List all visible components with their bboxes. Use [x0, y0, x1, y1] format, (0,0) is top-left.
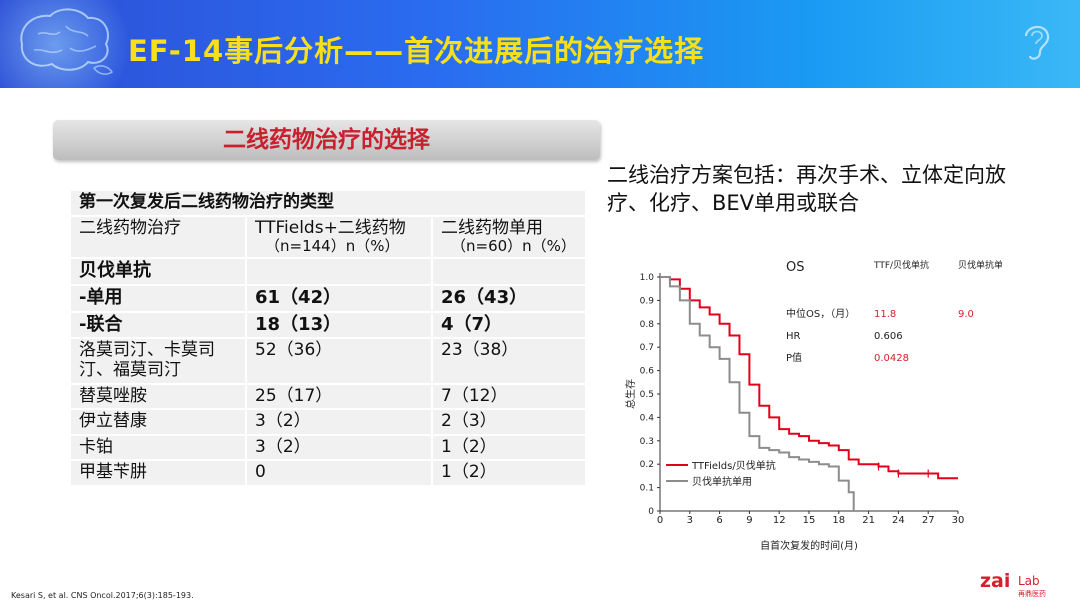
- legend-label: TTFields/贝伐单抗: [691, 459, 776, 472]
- y-tick-label: 1.0: [640, 273, 655, 283]
- x-tick-label: 27: [922, 515, 935, 526]
- y-tick-label: 0.7: [640, 343, 654, 353]
- table-cell-bev: 2（3）: [431, 408, 587, 436]
- table-cell-bev: 4（7）: [431, 310, 587, 340]
- table-row: -单用 61（42） 26（43）: [69, 284, 587, 313]
- table-cell-bev: 7（12）: [431, 382, 587, 411]
- table-row: 洛莫司汀、卡莫司汀、福莫司汀 52（36） 23（38）: [69, 337, 587, 385]
- survival-chart: 0 0.1 0.2 0.3 0.4 0.5 0.6 0.7 0.8 0.9 1.0 0 3 6 9 12 15 1…: [624, 259, 1002, 552]
- table-row: 甲基苄肼 0 1（2）: [69, 459, 587, 487]
- table-cell-ttf: [245, 257, 433, 287]
- svg-text:Lab: Lab: [1018, 574, 1040, 588]
- y-tick-label: 0.2: [640, 460, 654, 470]
- stats-header-bev: 贝伐单抗单用: [958, 259, 1002, 271]
- regimen-note: 二线治疗方案包括：再次手术、立体定向放疗、化疗、BEV单用或联合: [607, 163, 1006, 215]
- table-cell-ttf: 25（17）: [245, 382, 433, 411]
- table-cell-name: 甲基苄肼: [69, 459, 247, 487]
- table-cell-name: 贝伐单抗: [69, 257, 247, 287]
- stats-row-ttf: 0.606: [874, 331, 903, 342]
- x-tick-label: 3: [687, 515, 693, 526]
- y-tick-label: 0.6: [640, 367, 655, 377]
- table-caption-row: 第一次复发后二线药物治疗的类型: [69, 189, 587, 217]
- y-tick-label: 0.1: [640, 484, 654, 494]
- page-title: EF-14事后分析——首次进展后的治疗选择: [128, 34, 705, 68]
- x-axis-label: 自首次复发的时间(月): [760, 539, 858, 552]
- table-cell-bev: 1（2）: [431, 459, 587, 487]
- stats-row-label: 中位OS，（月）: [786, 307, 855, 320]
- table-row: 贝伐单抗: [69, 257, 587, 287]
- table-cell-bev: 26（43）: [431, 284, 587, 313]
- table-cell-name: -联合: [69, 310, 247, 340]
- table-cell-ttf: 18（13）: [245, 310, 433, 340]
- stats-row-bev: 9.0: [958, 309, 974, 320]
- ear-icon: [1024, 25, 1050, 60]
- table-cell-ttf: 3（2）: [245, 408, 433, 436]
- table-header-col1: 二线药物治疗: [69, 214, 247, 260]
- table-cell-ttf: 3（2）: [245, 433, 433, 462]
- table-header-col3-label: 二线药物单用: [441, 217, 543, 238]
- x-tick-label: 18: [832, 515, 845, 526]
- table-row: 卡铂 3（2） 1（2）: [69, 433, 587, 462]
- stats-header-os: OS: [786, 260, 804, 275]
- x-tick-label: 21: [862, 515, 875, 526]
- table-header-col2-sub: （n=144）n（%）: [265, 237, 400, 256]
- table-cell-ttf: 0: [245, 459, 433, 487]
- section-title: 二线药物治疗的选择: [223, 127, 430, 153]
- drug-table: 第一次复发后二线药物治疗的类型 二线药物治疗 TTFields+二线药物 （n=1…: [69, 189, 587, 487]
- y-tick-label: 0.8: [640, 320, 655, 330]
- series-ttf-line: [660, 276, 958, 480]
- table-row: 替莫唑胺 25（17） 7（12）: [69, 382, 587, 411]
- table-cell-bev: 1（2）: [431, 433, 587, 462]
- table-header-col2: TTFields+二线药物 （n=144）n（%）: [245, 214, 433, 260]
- stats-row-label: HR: [786, 331, 801, 342]
- x-tick-label: 12: [773, 515, 786, 526]
- section-bar: 二线药物治疗的选择: [53, 120, 600, 160]
- stats-header-ttf: TTF/贝伐单抗: [873, 259, 929, 271]
- y-tick-label: 0.9: [640, 296, 655, 306]
- table-cell-name: 洛莫司汀、卡莫司汀、福莫司汀: [69, 337, 247, 385]
- x-tick-label: 24: [892, 515, 905, 526]
- series-bev-line: [660, 276, 855, 511]
- svg-text:再鼎医药: 再鼎医药: [1018, 589, 1046, 598]
- y-axis-label: 总生存: [624, 379, 637, 409]
- table-header-row: 二线药物治疗 TTFields+二线药物 （n=144）n（%） 二线药物单用 （n…: [69, 214, 587, 260]
- table-cell-bev: 23（38）: [431, 337, 587, 385]
- table-cell-name: 卡铂: [69, 433, 247, 462]
- table-row: -联合 18（13） 4（7）: [69, 310, 587, 340]
- table-cell-name: -单用: [69, 284, 247, 313]
- table-cell-ttf: 52（36）: [245, 337, 433, 385]
- x-tick-label: 0: [657, 515, 663, 526]
- table-cell-bev: [431, 257, 587, 287]
- table-header-col3-sub: （n=60）n（%）: [451, 237, 576, 256]
- table-cell-name: 替莫唑胺: [69, 382, 247, 411]
- y-tick-label: 0.5: [640, 390, 654, 400]
- header-banner: EF-14事后分析——首次进展后的治疗选择: [0, 0, 1080, 88]
- table-cell-ttf: 61（42）: [245, 284, 433, 313]
- x-tick-label: 9: [746, 515, 752, 526]
- header-glow: [0, 0, 140, 88]
- x-tick-label: 30: [952, 515, 965, 526]
- table-header-col2-label: TTFields+二线药物: [255, 217, 406, 238]
- x-tick-label: 6: [716, 515, 722, 526]
- legend-label: 贝伐单抗单用: [692, 475, 752, 488]
- table-header-col1-label: 二线药物治疗: [79, 217, 181, 238]
- table-cell-name: 伊立替康: [69, 408, 247, 436]
- y-tick-label: 0.4: [640, 413, 655, 423]
- citation: Kesari S, et al. CNS Oncol.2017;6(3):185…: [11, 591, 194, 600]
- svg-text:zai: zai: [980, 570, 1010, 592]
- stats-row-ttf: 11.8: [874, 309, 896, 320]
- x-tick-label: 15: [803, 515, 816, 526]
- stats-row-label: P值: [786, 351, 802, 364]
- y-tick-label: 0.3: [640, 437, 654, 447]
- y-tick-label: 0: [648, 507, 654, 517]
- table-caption: 第一次复发后二线药物治疗的类型: [69, 189, 587, 217]
- table-header-col3: 二线药物单用 （n=60）n（%）: [431, 214, 587, 260]
- brain-icon: [20, 8, 114, 75]
- table-row: 伊立替康 3（2） 2（3）: [69, 408, 587, 436]
- zailab-logo: zai Lab 再鼎医药: [980, 570, 1046, 598]
- stats-row-ttf: 0.0428: [874, 353, 909, 364]
